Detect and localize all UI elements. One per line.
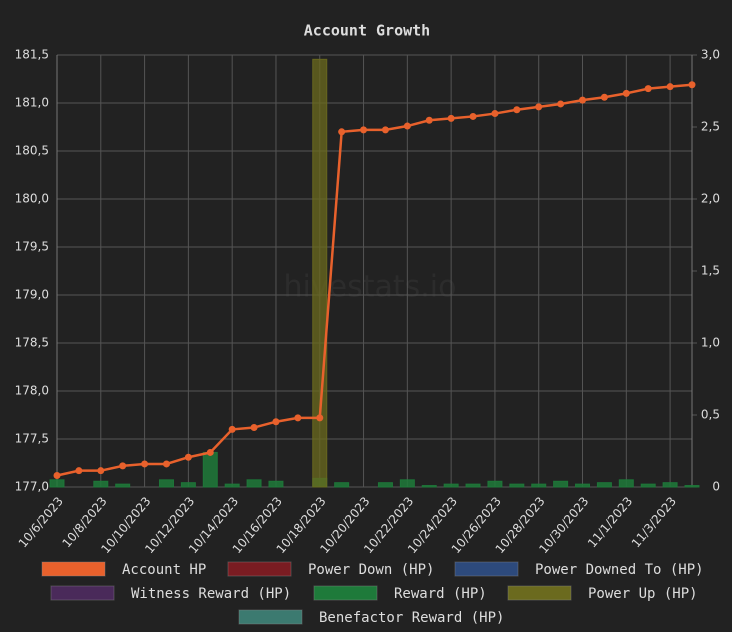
point (491, 110, 499, 118)
point (272, 418, 280, 426)
y2-tick-label: 0,5 (701, 408, 720, 422)
legend-swatch (50, 585, 115, 601)
point (53, 471, 61, 479)
bar (596, 482, 612, 488)
y-tick-label: 180,5 (15, 144, 49, 158)
point (403, 122, 411, 130)
legend-label: Power Up (HP) (588, 586, 698, 602)
bar (49, 479, 65, 488)
bar (618, 479, 634, 488)
legend-swatch (454, 561, 519, 577)
point (338, 128, 346, 136)
point (469, 112, 477, 120)
point (381, 126, 389, 134)
point (622, 89, 630, 97)
legend-label: Witness Reward (HP) (131, 586, 291, 602)
y2-tick-label: 1,5 (701, 264, 720, 278)
y-tick-label: 177,0 (15, 480, 49, 494)
point (360, 126, 368, 134)
bar (662, 482, 678, 488)
point (316, 414, 324, 422)
bar (158, 479, 174, 488)
bar (246, 479, 262, 488)
point (666, 83, 674, 91)
y2-tick-label: 3,0 (701, 48, 720, 62)
line (56, 83, 693, 477)
legend-label: Power Down (HP) (308, 562, 434, 578)
point (184, 453, 192, 461)
point (162, 460, 170, 468)
bar (312, 58, 328, 488)
y-tick-label: 181,5 (15, 48, 49, 62)
y-tick-label: 180,0 (15, 192, 49, 206)
point (75, 467, 83, 475)
y-tick-label: 178,0 (15, 384, 49, 398)
x-tick-label: 11/1/2023 (585, 494, 635, 550)
point (447, 114, 455, 122)
y2-tick-label: 2,5 (701, 120, 720, 134)
watermark: hivestats.io (284, 270, 457, 305)
point (119, 462, 127, 470)
point (141, 460, 149, 468)
bar (575, 483, 591, 488)
point (535, 103, 543, 111)
y-tick-label: 177,5 (15, 432, 49, 446)
bar (553, 480, 569, 488)
bar (334, 482, 350, 488)
y2-tick-label: 2,0 (701, 192, 720, 206)
bar (531, 483, 547, 488)
point (513, 106, 521, 114)
point (688, 81, 696, 89)
legend-label: Power Downed To (HP) (535, 562, 704, 578)
point (579, 96, 587, 104)
y2-tick-label: 0 (712, 480, 720, 494)
point (228, 425, 236, 433)
bar (224, 483, 240, 488)
bar (487, 480, 503, 488)
bar (421, 485, 437, 488)
bar (684, 485, 700, 488)
bar (180, 482, 196, 488)
x-tick-label: 10/6/2023 (16, 494, 66, 550)
y2-tick-label: 1,0 (701, 336, 720, 350)
point (250, 423, 258, 431)
bar (509, 483, 525, 488)
x-tick-label: 11/3/2023 (629, 494, 679, 550)
legend-label: Benefactor Reward (HP) (319, 610, 504, 626)
point (206, 448, 214, 456)
y-tick-label: 178,5 (15, 336, 49, 350)
legend-swatch (507, 585, 572, 601)
legend-swatch (41, 561, 106, 577)
bar (377, 482, 393, 488)
point (644, 85, 652, 93)
legend-label: Reward (HP) (394, 586, 487, 602)
bar (465, 483, 481, 488)
point (600, 93, 608, 101)
legend-swatch (313, 585, 378, 601)
bar (115, 483, 131, 488)
y-tick-label: 179,0 (15, 288, 49, 302)
bar (202, 451, 218, 488)
legend-swatch (227, 561, 292, 577)
bar (268, 480, 284, 488)
bar (443, 483, 459, 488)
legend-swatch (238, 609, 303, 625)
point (294, 414, 302, 422)
legend-label: Account HP (122, 562, 206, 578)
bar (93, 480, 109, 488)
point (557, 100, 565, 108)
y-tick-label: 181,0 (15, 96, 49, 110)
bar (399, 479, 415, 488)
point (425, 116, 433, 124)
y-tick-label: 179,5 (15, 240, 49, 254)
chart-title: Account Growth (304, 22, 430, 40)
bar (640, 483, 656, 488)
point (97, 467, 105, 475)
